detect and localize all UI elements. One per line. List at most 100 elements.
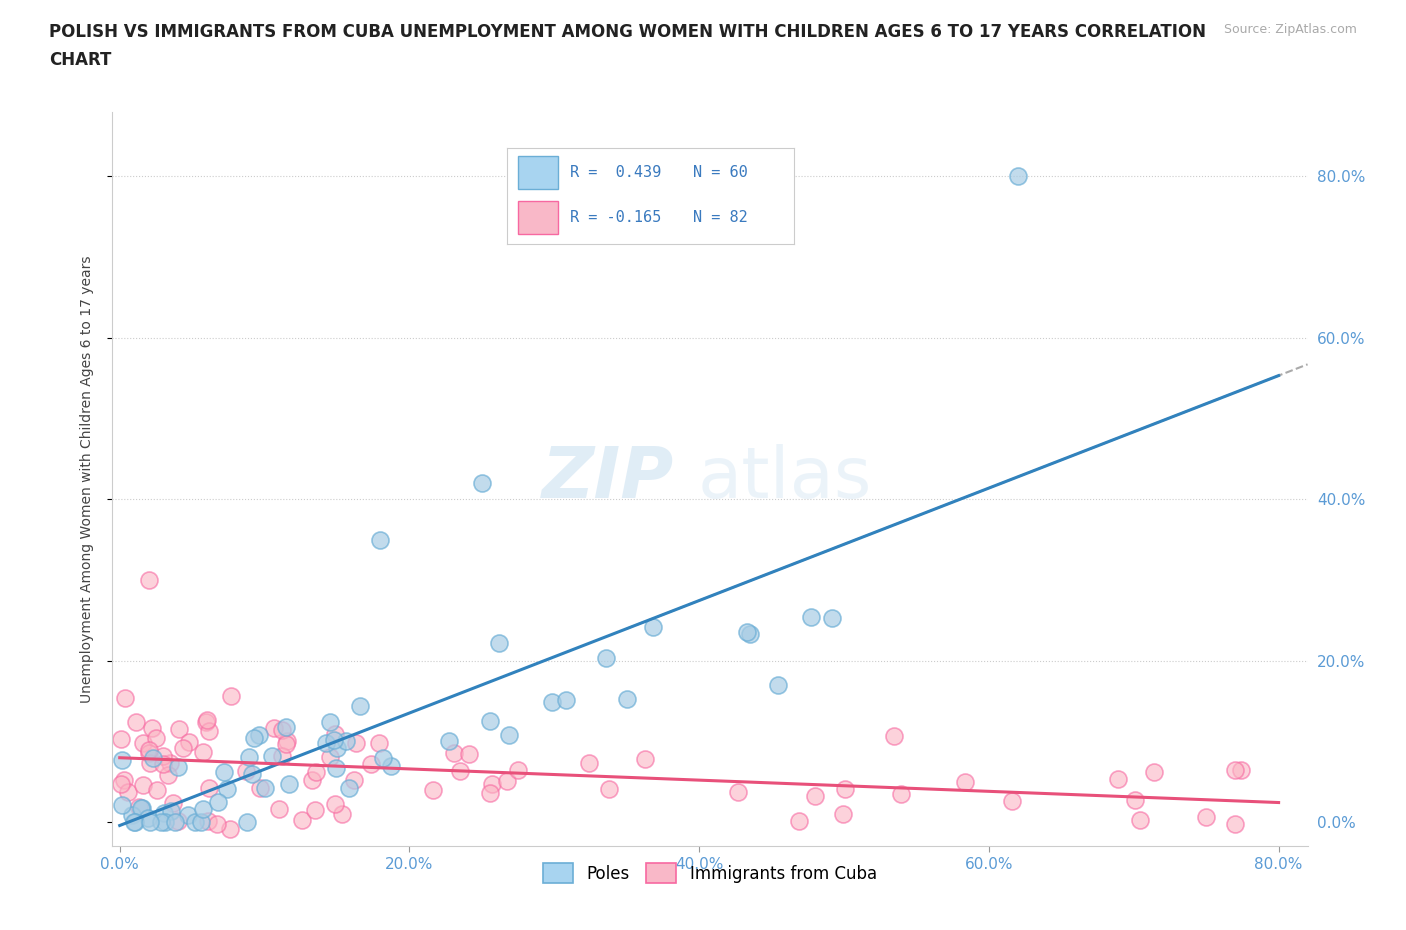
Point xyxy=(325,761,347,776)
Point xyxy=(1123,792,1146,807)
Text: POLISH VS IMMIGRANTS FROM CUBA UNEMPLOYMENT AMONG WOMEN WITH CHILDREN AGES 6 TO : POLISH VS IMMIGRANTS FROM CUBA UNEMPLOYM… xyxy=(49,23,1206,41)
Point xyxy=(253,780,276,795)
Point xyxy=(478,714,501,729)
Point xyxy=(159,804,181,818)
Point xyxy=(278,777,301,791)
Point xyxy=(595,651,617,666)
Point xyxy=(267,802,290,817)
Point xyxy=(578,756,600,771)
Point xyxy=(111,752,134,767)
Point xyxy=(343,772,366,787)
Point xyxy=(111,798,134,813)
Point xyxy=(481,777,503,791)
Point xyxy=(799,609,821,624)
Point xyxy=(207,794,229,809)
Point xyxy=(301,773,323,788)
Point xyxy=(249,780,271,795)
Point xyxy=(271,749,294,764)
Point xyxy=(150,815,173,830)
Point xyxy=(152,749,174,764)
Point xyxy=(804,789,827,804)
Point xyxy=(834,781,856,796)
Point xyxy=(304,803,326,817)
Point xyxy=(197,814,219,829)
Point xyxy=(276,734,298,749)
Point xyxy=(167,722,190,737)
Point xyxy=(323,796,346,811)
Point xyxy=(443,746,465,761)
Point xyxy=(155,815,177,830)
Point xyxy=(219,688,242,703)
Point xyxy=(141,751,163,765)
Point xyxy=(124,715,146,730)
Point xyxy=(235,764,257,779)
Point xyxy=(129,801,152,816)
Point xyxy=(955,775,977,790)
Point xyxy=(195,714,218,729)
Y-axis label: Unemployment Among Women with Children Ages 6 to 17 years: Unemployment Among Women with Children A… xyxy=(80,255,94,703)
Point xyxy=(153,805,176,820)
Point xyxy=(449,764,471,778)
Point xyxy=(337,780,360,795)
Point xyxy=(319,750,342,764)
Point xyxy=(315,736,337,751)
Point xyxy=(193,744,215,759)
Point xyxy=(215,781,238,796)
Point xyxy=(368,736,391,751)
Point xyxy=(768,678,790,693)
Point xyxy=(236,815,259,830)
Point xyxy=(214,764,236,779)
Point xyxy=(240,767,263,782)
Point xyxy=(152,756,174,771)
Point xyxy=(166,814,188,829)
Point xyxy=(141,721,163,736)
Point xyxy=(360,756,382,771)
Point xyxy=(335,734,357,749)
Text: atlas: atlas xyxy=(699,445,873,513)
Text: ZIP: ZIP xyxy=(541,445,675,513)
Point xyxy=(370,532,392,547)
Point xyxy=(110,777,132,791)
Point xyxy=(205,817,228,831)
Point xyxy=(177,735,200,750)
Point xyxy=(437,734,460,749)
Point xyxy=(122,815,145,830)
Point xyxy=(633,751,655,766)
Point xyxy=(177,807,200,822)
Point xyxy=(305,764,328,779)
Point xyxy=(1007,168,1029,183)
Point xyxy=(330,806,353,821)
Text: CHART: CHART xyxy=(49,51,111,69)
Point xyxy=(831,806,853,821)
Point xyxy=(727,785,749,800)
Point xyxy=(735,624,758,639)
Point xyxy=(319,714,342,729)
Point xyxy=(114,690,136,705)
Point xyxy=(191,802,214,817)
Point xyxy=(821,611,844,626)
Point xyxy=(136,811,159,826)
Point xyxy=(131,801,153,816)
Point xyxy=(371,751,394,766)
Point xyxy=(471,475,494,490)
Point xyxy=(1230,763,1253,777)
Point xyxy=(291,813,314,828)
Point xyxy=(598,781,620,796)
Point xyxy=(325,727,347,742)
Point xyxy=(488,636,510,651)
Point xyxy=(145,730,167,745)
Point xyxy=(195,712,218,727)
Point xyxy=(138,573,160,588)
Point xyxy=(323,733,346,748)
Point xyxy=(1001,794,1024,809)
Point xyxy=(325,741,347,756)
Point xyxy=(243,731,266,746)
Point xyxy=(1107,771,1129,786)
Point xyxy=(156,767,179,782)
Point xyxy=(110,731,132,746)
Point xyxy=(263,720,285,735)
Point xyxy=(166,760,188,775)
Point xyxy=(274,737,297,751)
Point xyxy=(114,773,136,788)
Point xyxy=(1129,812,1152,827)
